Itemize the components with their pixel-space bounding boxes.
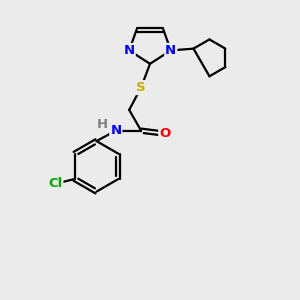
Text: H: H <box>97 118 108 131</box>
Text: N: N <box>110 124 122 137</box>
Text: S: S <box>136 81 146 94</box>
Text: N: N <box>165 44 176 57</box>
Text: O: O <box>159 127 170 140</box>
Text: N: N <box>124 44 135 57</box>
Text: Cl: Cl <box>48 177 62 190</box>
